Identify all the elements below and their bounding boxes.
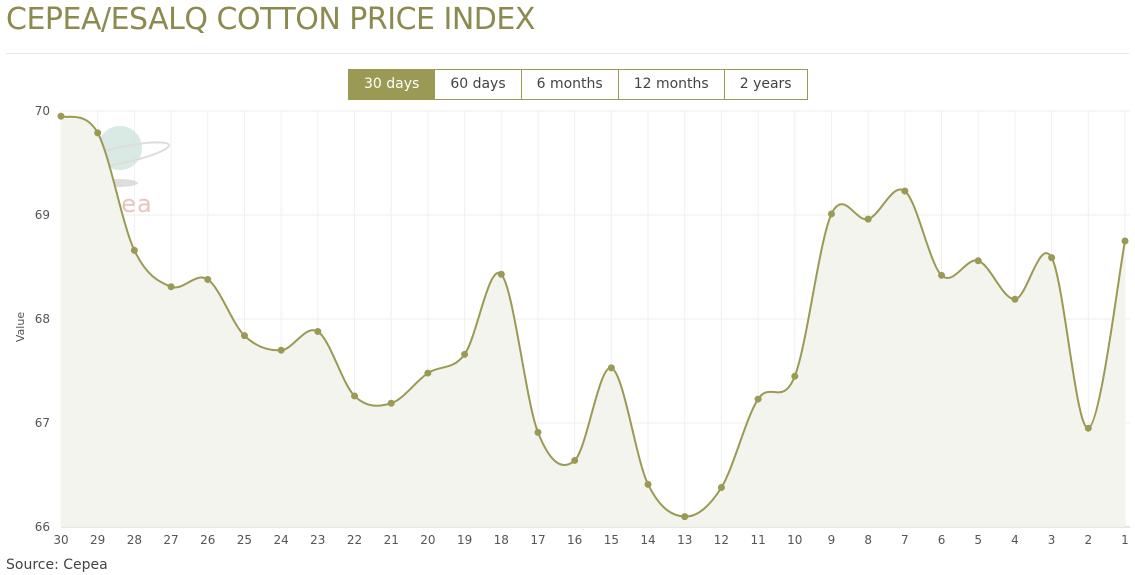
x-tick-label: 5 <box>974 533 982 547</box>
x-tick-label: 30 <box>53 533 68 547</box>
x-tick-label: 17 <box>530 533 545 547</box>
x-tick-label: 16 <box>567 533 582 547</box>
data-point <box>94 129 102 137</box>
data-point <box>827 210 835 218</box>
data-point <box>1084 424 1092 432</box>
data-point <box>461 350 469 358</box>
x-tick-label: 10 <box>787 533 802 547</box>
data-point <box>167 283 175 291</box>
y-tick-label: 70 <box>35 104 50 118</box>
x-tick-label: 26 <box>200 533 215 547</box>
divider <box>6 53 1129 54</box>
data-point <box>387 399 395 407</box>
x-tick-label: 14 <box>640 533 655 547</box>
data-point <box>1048 254 1056 262</box>
y-tick-label: 69 <box>35 208 50 222</box>
data-point <box>314 327 322 335</box>
x-tick-label: 23 <box>310 533 325 547</box>
x-tick-label: 29 <box>90 533 105 547</box>
x-tick-label: 1 <box>1121 533 1129 547</box>
data-point <box>130 246 138 254</box>
data-point <box>644 480 652 488</box>
data-point <box>424 369 432 377</box>
x-tick-label: 28 <box>127 533 142 547</box>
x-tick-label: 2 <box>1084 533 1092 547</box>
data-point <box>681 513 689 521</box>
area-fill <box>61 116 1125 527</box>
x-tick-label: 11 <box>750 533 765 547</box>
x-tick-label: 21 <box>384 533 399 547</box>
page-title: CEPEA/ESALQ COTTON PRICE INDEX <box>6 2 535 37</box>
x-tick-label: 25 <box>237 533 252 547</box>
data-point <box>1121 237 1129 245</box>
data-point <box>204 275 212 283</box>
data-point <box>754 395 762 403</box>
x-tick-label: 19 <box>457 533 472 547</box>
x-tick-label: 7 <box>901 533 909 547</box>
data-point <box>901 187 909 195</box>
data-point <box>791 372 799 380</box>
tab-6-months[interactable]: 6 months <box>520 70 618 99</box>
source-note: Source: Cepea <box>6 557 108 573</box>
x-tick-label: 20 <box>420 533 435 547</box>
x-tick-label: 24 <box>273 533 288 547</box>
data-point <box>351 392 359 400</box>
tab-30-days[interactable]: 30 days <box>349 70 435 99</box>
data-point <box>864 215 872 223</box>
data-point <box>938 271 946 279</box>
y-tick-label: 67 <box>35 416 50 430</box>
tab-2-years[interactable]: 2 years <box>723 70 807 99</box>
tab-12-months[interactable]: 12 months <box>617 70 724 99</box>
x-tick-label: 13 <box>677 533 692 547</box>
range-tabs: 30 days 60 days 6 months 12 months 2 yea… <box>348 69 808 100</box>
data-point <box>57 112 65 120</box>
data-point <box>534 428 542 436</box>
data-point <box>277 346 285 354</box>
data-point <box>607 364 615 372</box>
x-tick-label: 12 <box>714 533 729 547</box>
data-point <box>717 483 725 491</box>
x-tick-label: 18 <box>494 533 509 547</box>
y-axis-label: Value <box>14 312 27 342</box>
data-point <box>497 270 505 278</box>
x-tick-label: 15 <box>604 533 619 547</box>
data-point <box>974 257 982 265</box>
x-tick-label: 8 <box>864 533 872 547</box>
y-tick-label: 68 <box>35 312 50 326</box>
data-point <box>240 332 248 340</box>
x-tick-label: 9 <box>828 533 836 547</box>
x-tick-label: 6 <box>938 533 946 547</box>
x-tick-label: 3 <box>1048 533 1056 547</box>
x-tick-label: 27 <box>163 533 178 547</box>
data-point <box>1011 295 1019 303</box>
x-tick-label: 4 <box>1011 533 1019 547</box>
x-tick-label: 22 <box>347 533 362 547</box>
y-tick-label: 66 <box>35 520 50 534</box>
data-point <box>571 456 579 464</box>
tab-60-days[interactable]: 60 days <box>434 70 520 99</box>
